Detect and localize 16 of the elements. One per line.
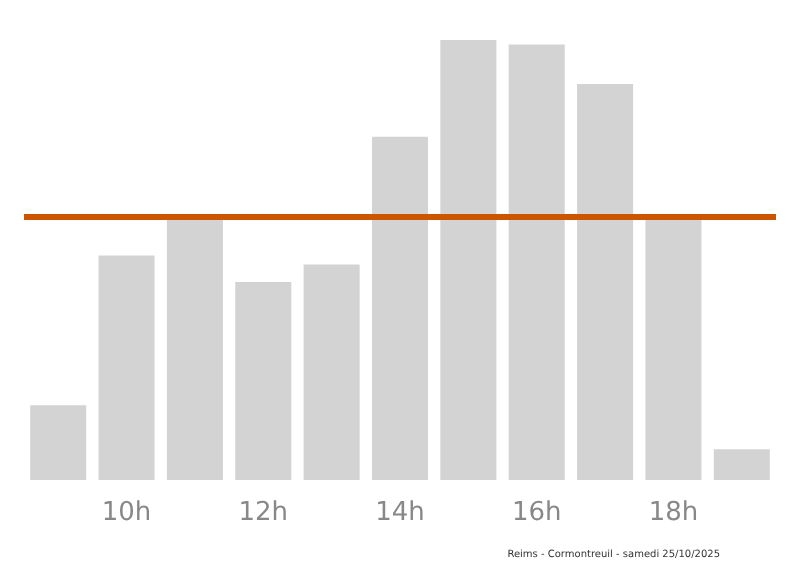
bar — [713, 449, 770, 480]
bar — [371, 136, 429, 480]
bar — [235, 282, 292, 480]
bar — [303, 264, 360, 480]
bar — [645, 216, 702, 480]
x-tick-label: 14h — [375, 498, 425, 528]
bar — [440, 40, 497, 480]
bar — [98, 255, 155, 480]
bar — [30, 405, 87, 480]
x-tick-label: 12h — [238, 498, 289, 528]
bar — [166, 216, 223, 480]
x-tick-label: 18h — [648, 498, 699, 528]
x-tick-label: 16h — [511, 498, 562, 528]
bar — [577, 84, 634, 480]
x-tick-label: 10h — [101, 498, 152, 528]
bar — [508, 44, 565, 480]
